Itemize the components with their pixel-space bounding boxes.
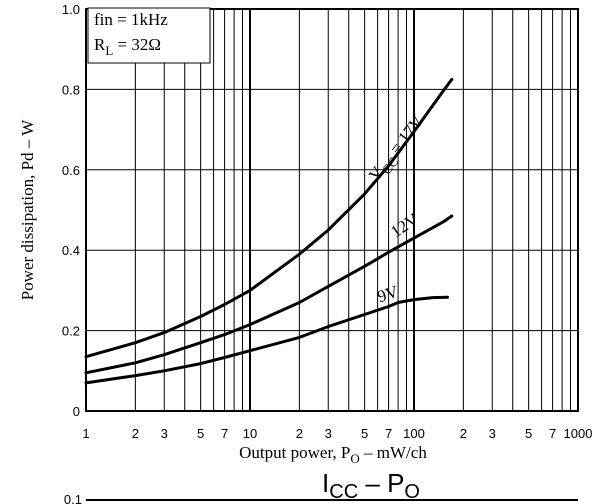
x-tick-label: 5 [525,426,532,441]
second-chart-y-top-label: 0.1 [64,492,82,504]
y-tick-label: 0.2 [62,324,80,339]
data-series [84,77,454,385]
grid-lines [86,9,578,411]
condition-load: RL = 32Ω [94,35,161,58]
y-tick-label: 1.0 [62,2,80,17]
x-tick-label: 10 [243,426,257,441]
y-tick-labels: 0 0.2 0.4 0.6 0.8 1.0 [62,2,80,419]
x-tick-label: 7 [549,426,556,441]
y-tick-label: 0 [73,404,80,419]
series-line-0 [84,77,454,359]
x-tick-labels: 1 2 3 5 7 10 2 3 5 7 100 2 3 5 7 1000 [82,426,592,441]
plot-frame [85,8,579,412]
conditions-box [87,7,211,64]
condition-fin: fin = 1kHz [94,10,168,29]
x-tick-label: 5 [361,426,368,441]
x-tick-label: 3 [325,426,332,441]
x-tick-label: 7 [385,426,392,441]
x-tick-label: 2 [132,426,139,441]
x-tick-label: 7 [221,426,228,441]
x-tick-label: 5 [197,426,204,441]
y-tick-label: 0.8 [62,82,80,97]
x-tick-label: 1 [82,426,89,441]
y-tick-label: 0.4 [62,243,80,258]
x-tick-label: 3 [489,426,496,441]
x-axis-label: Output power, PO – mW/ch [239,443,427,466]
second-chart-title: ICC – PO [322,468,420,503]
x-tick-label: 1000 [564,426,593,441]
series-line-2 [84,295,449,385]
x-tick-label: 3 [161,426,168,441]
y-tick-label: 0.6 [62,163,80,178]
x-tick-label: 2 [296,426,303,441]
x-tick-label: 2 [460,426,467,441]
y-axis-label: Power dissipation, Pd – W [18,119,37,301]
series-line-1 [84,214,454,375]
x-tick-label: 100 [403,426,425,441]
